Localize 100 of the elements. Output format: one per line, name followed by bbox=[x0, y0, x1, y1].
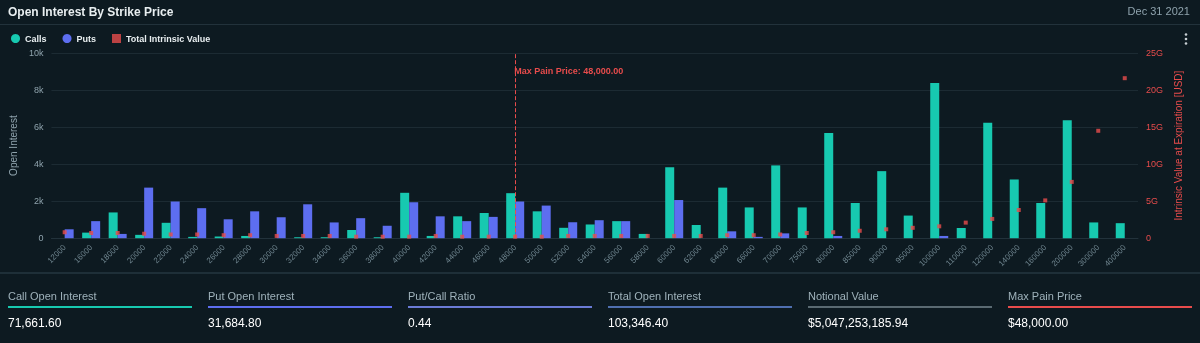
point bbox=[142, 231, 147, 236]
bar bbox=[691, 225, 701, 239]
point bbox=[301, 233, 306, 238]
point bbox=[354, 234, 359, 239]
bar bbox=[170, 201, 180, 239]
point bbox=[274, 233, 279, 238]
bar bbox=[594, 220, 604, 239]
bar bbox=[541, 205, 551, 239]
point bbox=[937, 224, 942, 229]
point bbox=[884, 227, 889, 232]
bar bbox=[435, 216, 445, 239]
bar bbox=[329, 222, 339, 239]
bar bbox=[797, 207, 807, 239]
bar bbox=[1036, 202, 1046, 239]
point bbox=[566, 233, 571, 238]
bar bbox=[850, 202, 860, 239]
chart-title: Open Interest By Strike Price bbox=[8, 5, 174, 19]
bar bbox=[356, 218, 366, 239]
text: Call Open Interest bbox=[8, 290, 98, 304]
bar bbox=[585, 224, 595, 239]
bar bbox=[833, 235, 843, 239]
bar bbox=[488, 216, 498, 239]
point bbox=[645, 233, 650, 238]
point bbox=[751, 233, 756, 238]
point bbox=[433, 233, 438, 238]
bar bbox=[771, 165, 781, 239]
bar bbox=[903, 215, 913, 239]
point bbox=[831, 230, 836, 235]
y2-tick-label: 10G bbox=[1146, 159, 1164, 170]
y2-tick-label: 5G bbox=[1146, 196, 1159, 207]
point bbox=[380, 234, 385, 239]
point bbox=[513, 234, 518, 239]
point bbox=[804, 230, 809, 235]
bar bbox=[462, 221, 472, 239]
bar bbox=[1062, 120, 1072, 239]
legend-label: Calls bbox=[25, 33, 47, 44]
y-tick-label: 2k bbox=[33, 196, 44, 207]
bar bbox=[108, 212, 118, 239]
point bbox=[1016, 208, 1021, 213]
bar bbox=[824, 133, 834, 239]
text: 0.44 bbox=[408, 316, 433, 330]
chart-subtitle: Dec 31 2021 bbox=[1127, 5, 1190, 17]
point bbox=[672, 233, 677, 238]
text: Max Pain Price bbox=[1008, 290, 1083, 304]
point bbox=[195, 232, 200, 237]
text: Notional Value bbox=[808, 290, 880, 304]
bar bbox=[409, 202, 419, 239]
text: Total Open Interest bbox=[608, 290, 702, 304]
point bbox=[1069, 179, 1074, 184]
y2-tick-label: 25G bbox=[1146, 48, 1164, 58]
y-axis-title: Open Interest bbox=[7, 115, 19, 176]
bar bbox=[1115, 223, 1125, 239]
text: Put/Call Ratio bbox=[408, 290, 477, 304]
y-tick-label: 0 bbox=[38, 233, 44, 244]
bar bbox=[939, 235, 949, 239]
point bbox=[1122, 76, 1127, 81]
bar bbox=[674, 200, 684, 239]
bar bbox=[303, 204, 313, 239]
bar bbox=[64, 229, 74, 239]
point bbox=[460, 234, 465, 239]
point bbox=[778, 232, 783, 237]
bar bbox=[877, 171, 887, 239]
text: Put Open Interest bbox=[208, 290, 296, 304]
bar bbox=[983, 122, 993, 239]
legend-label: Total Intrinsic Value bbox=[126, 33, 211, 44]
bar bbox=[930, 83, 940, 239]
bar bbox=[718, 187, 728, 239]
point bbox=[592, 233, 597, 238]
point bbox=[1043, 198, 1048, 203]
bar bbox=[161, 222, 171, 239]
bar bbox=[479, 212, 489, 239]
point bbox=[486, 234, 491, 239]
bar bbox=[223, 219, 233, 239]
point bbox=[89, 230, 94, 235]
y2-axis-title: Intrinsic Value at Expiration [USD] bbox=[1173, 70, 1185, 221]
y-tick-label: 10k bbox=[28, 48, 44, 58]
point bbox=[619, 233, 624, 238]
point bbox=[857, 228, 862, 233]
text: 71,661.60 bbox=[8, 316, 63, 330]
bar bbox=[956, 227, 966, 239]
point bbox=[725, 233, 730, 238]
text: $48,000.00 bbox=[1008, 316, 1070, 330]
y-tick-label: 4k bbox=[33, 159, 44, 170]
point bbox=[62, 230, 67, 235]
y2-tick-label: 15G bbox=[1146, 122, 1164, 133]
point bbox=[327, 233, 332, 238]
point bbox=[910, 225, 915, 230]
bar bbox=[382, 225, 392, 239]
bar bbox=[532, 211, 542, 239]
bar bbox=[568, 222, 578, 239]
legend-label: Puts bbox=[76, 33, 97, 44]
bar bbox=[250, 211, 260, 239]
point bbox=[221, 233, 226, 238]
bar bbox=[506, 193, 516, 239]
bar bbox=[515, 201, 525, 239]
bar bbox=[612, 221, 622, 239]
bar bbox=[91, 221, 101, 239]
y-tick-label: 8k bbox=[33, 85, 44, 96]
text: 31,684.80 bbox=[208, 316, 263, 330]
y-tick-label: 6k bbox=[33, 122, 44, 133]
